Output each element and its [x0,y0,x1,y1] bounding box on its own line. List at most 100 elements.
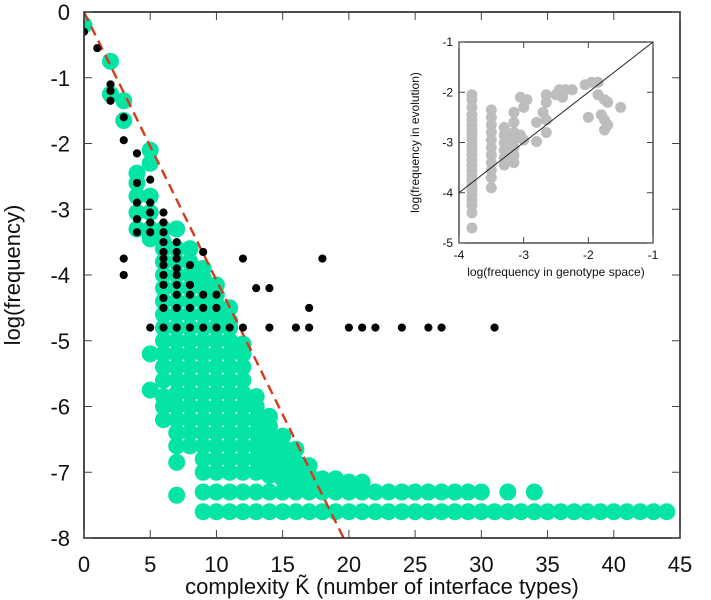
data-point-genotype-space [181,292,199,310]
data-point-genotype-space [168,411,186,429]
data-point-evolution [199,247,208,256]
data-point-evolution [371,323,380,332]
x-tick-label: 20 [337,552,361,577]
data-point-genotype-space [154,411,172,429]
data-point-genotype-space [247,398,265,415]
data-point-genotype-space [168,358,186,376]
data-point-genotype-space [366,503,384,521]
data-point-phenotypes [498,121,510,133]
data-point-genotype-space [472,503,490,521]
data-point-genotype-space [300,483,318,501]
data-point-evolution [146,228,155,237]
data-point-genotype-space [393,503,411,521]
data-point-evolution [119,113,128,122]
data-point-phenotypes [498,137,510,148]
data-point-evolution [490,323,499,332]
data-point-genotype-space [578,503,596,521]
data-point-genotype-space [234,345,252,363]
data-point-genotype-space [221,398,239,415]
y-tick-label: -3 [50,197,70,222]
data-point-evolution [106,80,115,89]
data-point-evolution [159,247,168,256]
x-tick-label: 0 [78,552,90,577]
data-point-evolution [225,323,234,332]
data-point-genotype-space [234,398,252,415]
data-point-genotype-space [260,467,278,485]
data-point-genotype-space [207,483,225,501]
data-point-genotype-space [234,384,252,402]
data-point-phenotypes [466,94,478,106]
data-point-genotype-space [499,483,517,501]
data-point-genotype-space [194,292,212,310]
data-point-genotype-space [234,450,252,468]
data-point-evolution [146,208,155,217]
data-point-genotype-space [221,411,239,429]
data-point-genotype-space [141,381,159,399]
data-point-genotype-space [141,345,159,363]
data-point-genotype-space [181,437,199,455]
data-point-evolution [119,254,128,263]
data-point-genotype-space [181,345,199,363]
data-point-genotype-space [207,398,225,415]
data-point-genotype-space [181,305,199,323]
data-point-genotype-space [459,483,477,501]
data-point-genotype-space [207,384,225,402]
data-point-genotype-space [168,437,186,455]
data-point-evolution [397,323,406,332]
data-point-genotype-space [300,503,318,521]
data-point-genotype-space [168,398,186,415]
data-point-genotype-space [234,483,252,501]
data-point-phenotypes [498,144,510,156]
data-point-genotype-space [154,398,172,415]
data-point-genotype-space [260,453,278,471]
main-axis-ticks: 0 5 10 15 20 25 30 35 40 450-1-2-3-4-5-6-7-8 [50,0,692,577]
inset-x-axis-title: log(frequency in genotype space) [467,265,644,279]
data-point-genotype-space [194,279,212,297]
data-point-genotype-space [393,483,411,501]
y-tick-label: -2 [50,132,70,157]
data-point-genotype-space [274,483,292,501]
data-point-genotype-space [154,358,172,376]
data-point-genotype-space [353,483,371,501]
data-point-phenotypes [592,76,604,88]
data-point-genotype-space [221,332,239,350]
data-point-genotype-space [194,424,212,442]
inset-axis-ticks: -4 -3 -2 -1-1-2-3-4-5 [442,35,658,262]
data-point-genotype-space [419,503,437,521]
data-point-evolution [172,238,181,247]
data-point-genotype-space [154,305,172,323]
data-point-genotype-space [247,450,265,468]
data-point-genotype-space [181,332,199,350]
data-point-genotype-space [168,424,186,442]
data-point-genotype-space [234,371,252,389]
data-point-evolution [159,323,168,332]
data-point-evolution [212,290,221,299]
data-point-genotype-space [181,266,199,284]
data-point-phenotypes [485,126,497,138]
data-point-genotype-space [234,411,252,429]
data-point-evolution [185,261,194,270]
data-point-phenotypes [485,164,497,176]
data-point-genotype-space [168,453,186,471]
y-tick-label: 0 [58,0,70,25]
data-point-evolution [159,218,168,227]
main-plot-area [84,12,676,538]
data-point-phenotypes [508,106,520,118]
data-point-genotype-space [194,358,212,376]
data-point-genotype-space [552,503,570,521]
data-point-evolution [119,271,128,279]
data-point-genotype-space [340,503,358,521]
y-tick-label: -1 [50,66,70,91]
data-point-genotype-space [221,437,239,455]
y-tick-label: -4 [442,186,453,200]
data-point-evolution [159,238,168,247]
data-point-genotype-space [168,384,186,402]
data-point-genotype-space [618,503,636,521]
data-point-genotype-space [433,503,451,521]
data-point-genotype-space [406,503,424,521]
data-point-genotype-space [247,411,265,429]
data-point-evolution [159,303,168,312]
data-point-genotype-space [194,345,212,363]
data-point-phenotypes [485,134,497,146]
